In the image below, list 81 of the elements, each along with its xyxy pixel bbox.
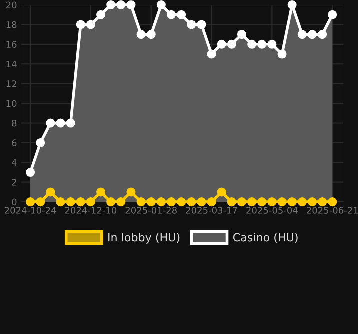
point — [227, 198, 236, 207]
point — [288, 0, 297, 10]
point — [106, 198, 116, 207]
legend-label: In lobby (HU) — [108, 233, 180, 244]
point — [56, 118, 66, 128]
point — [86, 20, 96, 30]
point — [36, 138, 46, 148]
point — [126, 188, 136, 197]
point — [248, 40, 257, 49]
y-tick-label: 4 — [12, 160, 17, 166]
x-tick-label: 2025-05-04 — [246, 207, 298, 214]
point — [318, 30, 328, 40]
point — [177, 10, 186, 20]
point — [106, 0, 116, 10]
point — [328, 10, 338, 20]
y-tick-label: 8 — [12, 120, 17, 127]
y-tick-label: 0 — [12, 198, 17, 206]
y-tick-label: 20 — [6, 2, 17, 9]
point — [278, 50, 287, 59]
point — [187, 20, 196, 30]
point — [278, 198, 287, 207]
point — [217, 40, 226, 49]
point — [166, 10, 176, 20]
point — [136, 198, 146, 207]
x-tick-label: 2024-12-10 — [65, 207, 117, 214]
point — [207, 50, 216, 59]
point — [26, 198, 36, 207]
y-tick-label: 10 — [6, 100, 17, 108]
point — [36, 198, 46, 207]
point — [258, 40, 267, 49]
point — [227, 40, 236, 49]
point — [96, 10, 106, 20]
point — [187, 198, 196, 207]
y-tick-label: 18 — [6, 21, 17, 28]
point — [156, 0, 166, 10]
point — [248, 198, 257, 207]
y-tick-label: 6 — [12, 140, 17, 147]
point — [268, 198, 277, 207]
point — [76, 20, 86, 30]
point — [197, 198, 206, 207]
point — [56, 198, 66, 207]
point — [156, 198, 166, 207]
point — [268, 40, 277, 49]
point — [116, 198, 126, 207]
point — [66, 198, 76, 207]
point — [76, 198, 86, 207]
point — [136, 30, 146, 40]
y-tick-label: 12 — [6, 80, 16, 88]
y-tick-label: 16 — [6, 41, 17, 48]
point — [298, 198, 307, 207]
point — [126, 0, 136, 10]
x-tick-label: 2025-01-28 — [126, 207, 177, 214]
point — [146, 30, 156, 40]
point — [86, 198, 96, 207]
legend-label: Casino (HU) — [233, 233, 298, 244]
point — [66, 118, 76, 128]
x-tick-label: 2025-06-21 — [307, 207, 358, 214]
point — [96, 188, 106, 197]
point — [298, 30, 307, 40]
point — [308, 198, 317, 207]
point — [237, 30, 246, 40]
point — [288, 198, 297, 207]
point — [116, 0, 126, 10]
point — [217, 188, 226, 197]
point — [207, 198, 216, 207]
point — [146, 198, 156, 207]
point — [328, 198, 338, 207]
point — [237, 198, 246, 207]
y-tick-label: 2 — [12, 179, 16, 186]
point — [308, 30, 317, 40]
point — [197, 20, 206, 30]
point — [46, 188, 56, 197]
x-tick-label: 2024-10-24 — [4, 207, 56, 214]
point — [46, 118, 56, 128]
x-tick-label: 2025-03-17 — [186, 207, 238, 214]
y-tick-label: 14 — [6, 60, 17, 68]
point — [166, 198, 176, 207]
point — [26, 168, 36, 178]
point — [177, 198, 186, 207]
point — [258, 198, 267, 207]
point — [318, 198, 328, 207]
